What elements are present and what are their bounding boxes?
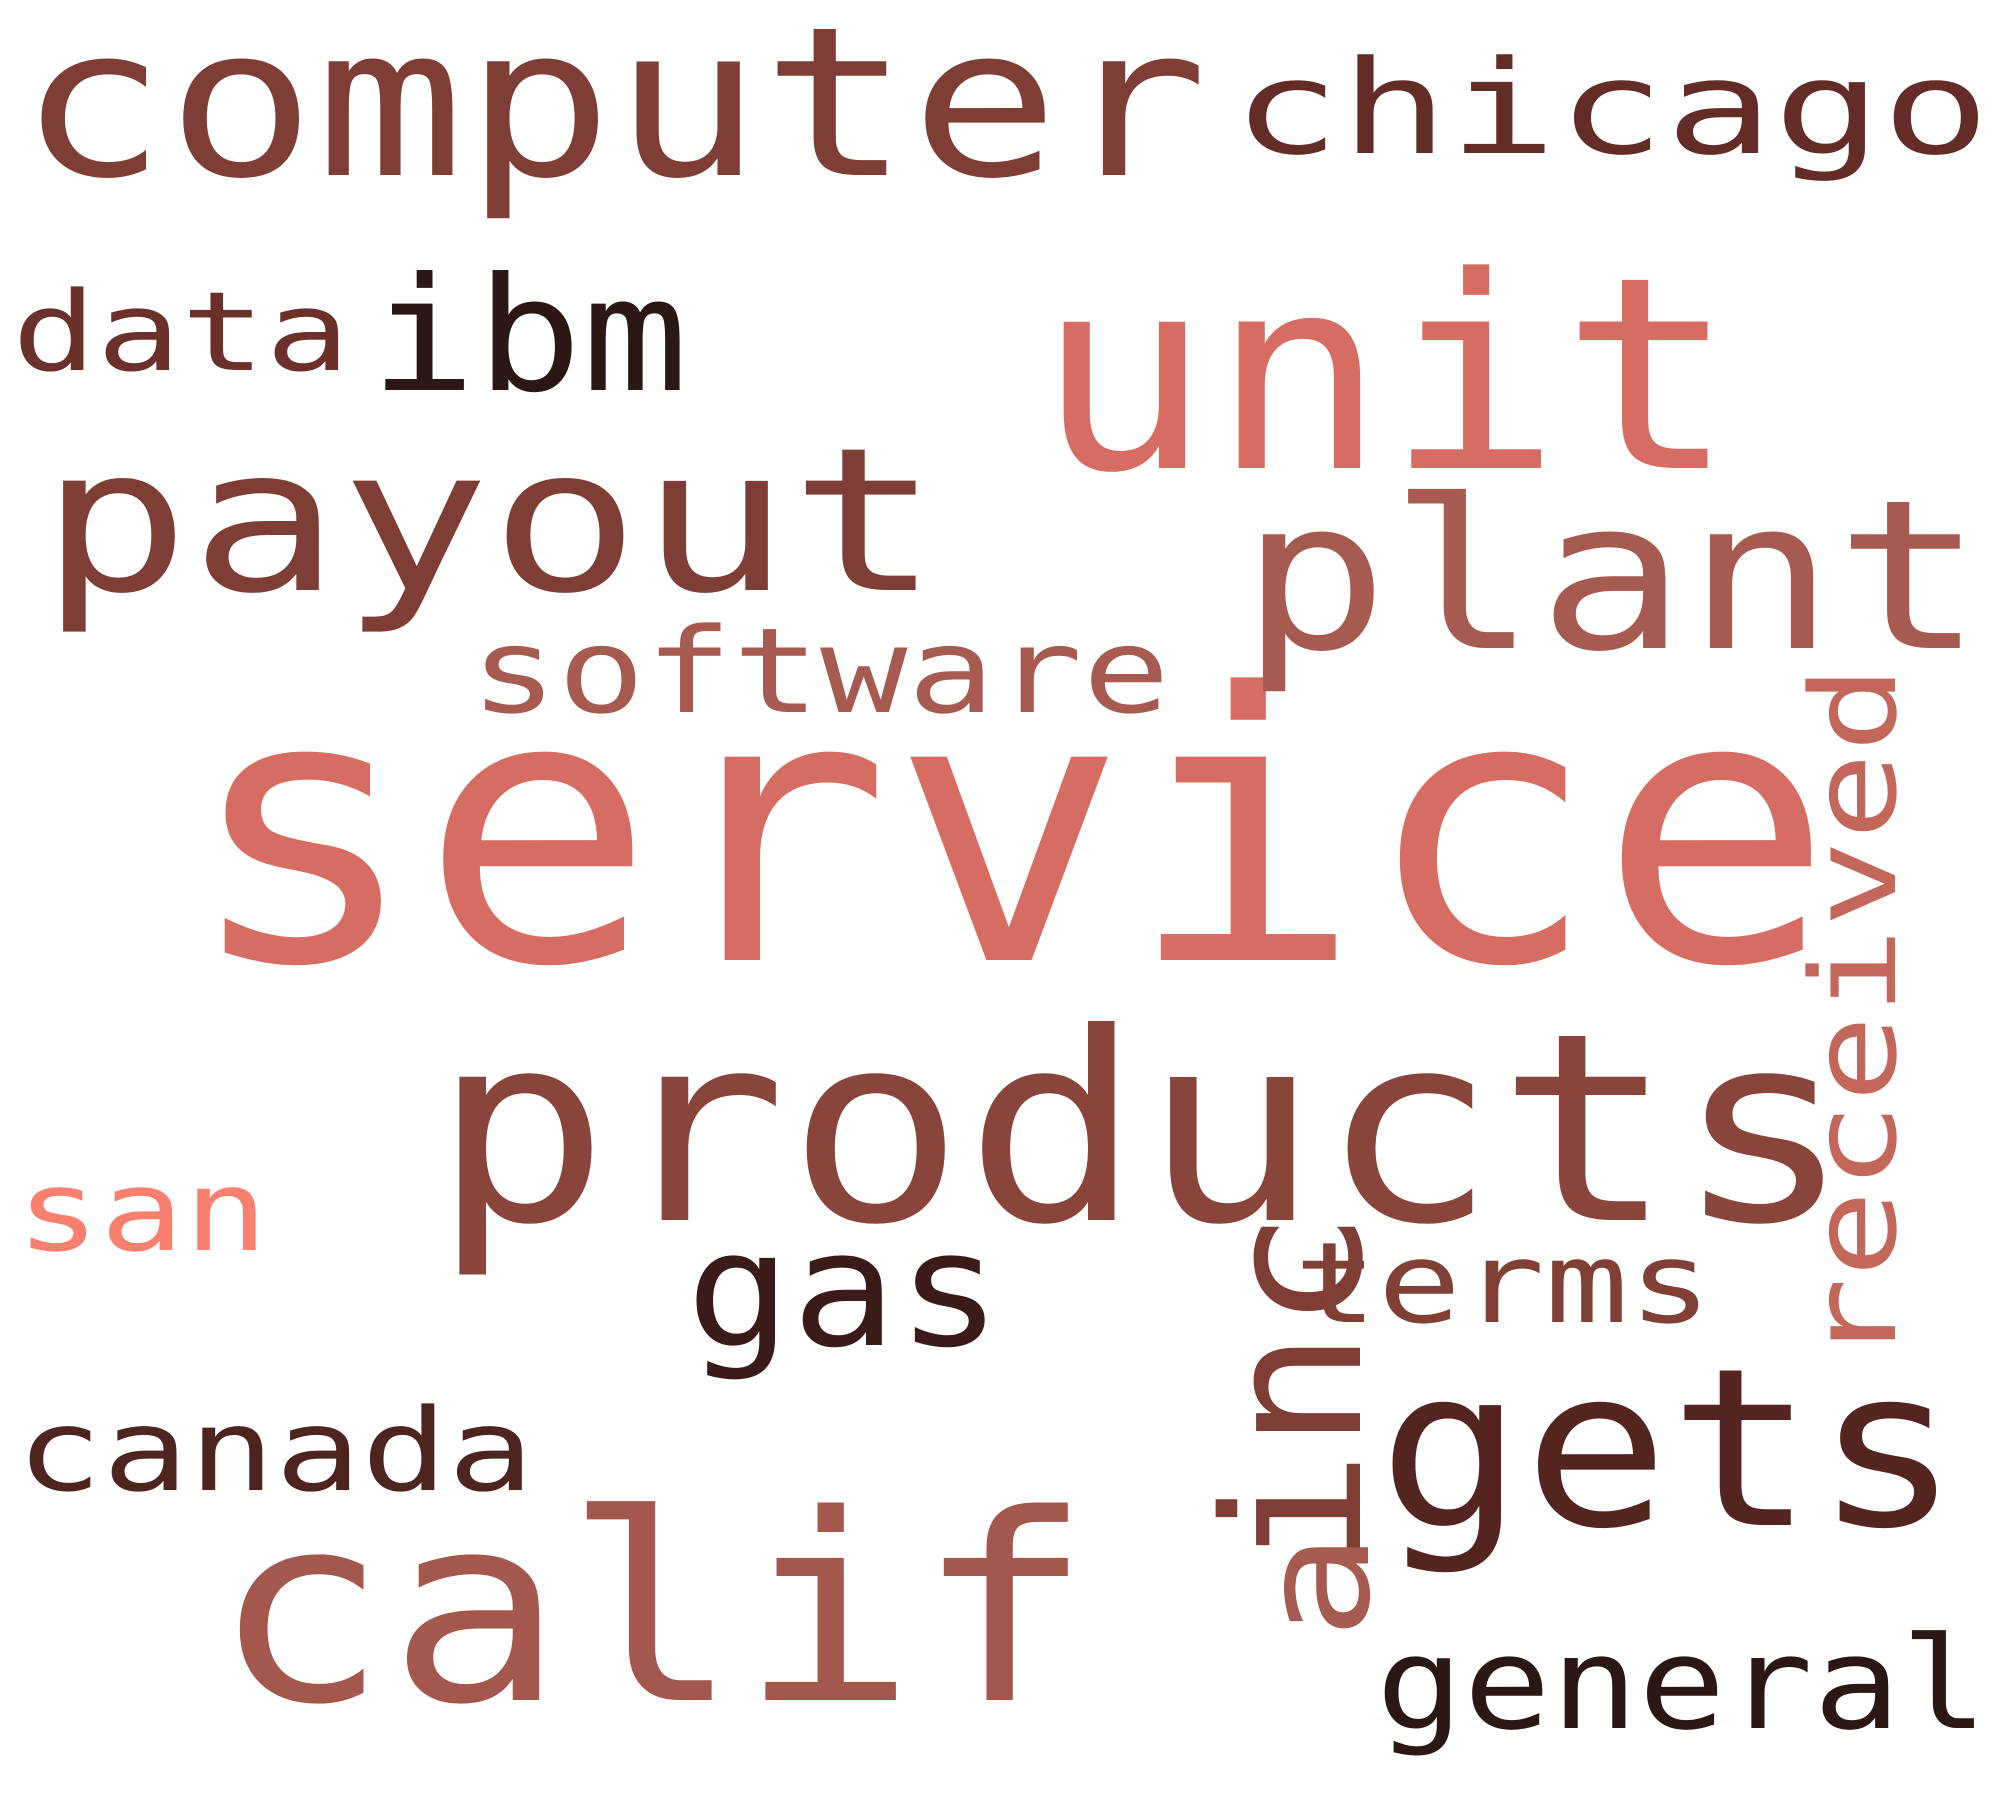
word-chicago: chicago (1232, 32, 1990, 184)
word-general: general (1376, 1610, 1988, 1759)
word-payout: payout (40, 405, 940, 638)
word-gas: gas (686, 1196, 1002, 1383)
word-software: software (470, 602, 1170, 740)
word-service: service (184, 615, 1834, 1048)
word-canada: canada (16, 1384, 534, 1517)
word-san: san (16, 1147, 268, 1277)
word-a: a (1230, 1532, 1404, 1640)
word-unit: unit (1036, 220, 1736, 532)
word-gets: gets (1378, 1321, 1960, 1577)
word-computer: computer (18, 0, 1208, 225)
word-products: products (432, 977, 1852, 1282)
word-data: data (12, 268, 350, 396)
word-calif: calif (212, 1460, 1092, 1762)
word-received: received (1785, 665, 1923, 1365)
word-terms: terms (1294, 1219, 1712, 1349)
word-plant: plant (1240, 456, 1984, 698)
word-ibm: ibm (370, 244, 688, 428)
word-inc: inc (1184, 1210, 1405, 1570)
